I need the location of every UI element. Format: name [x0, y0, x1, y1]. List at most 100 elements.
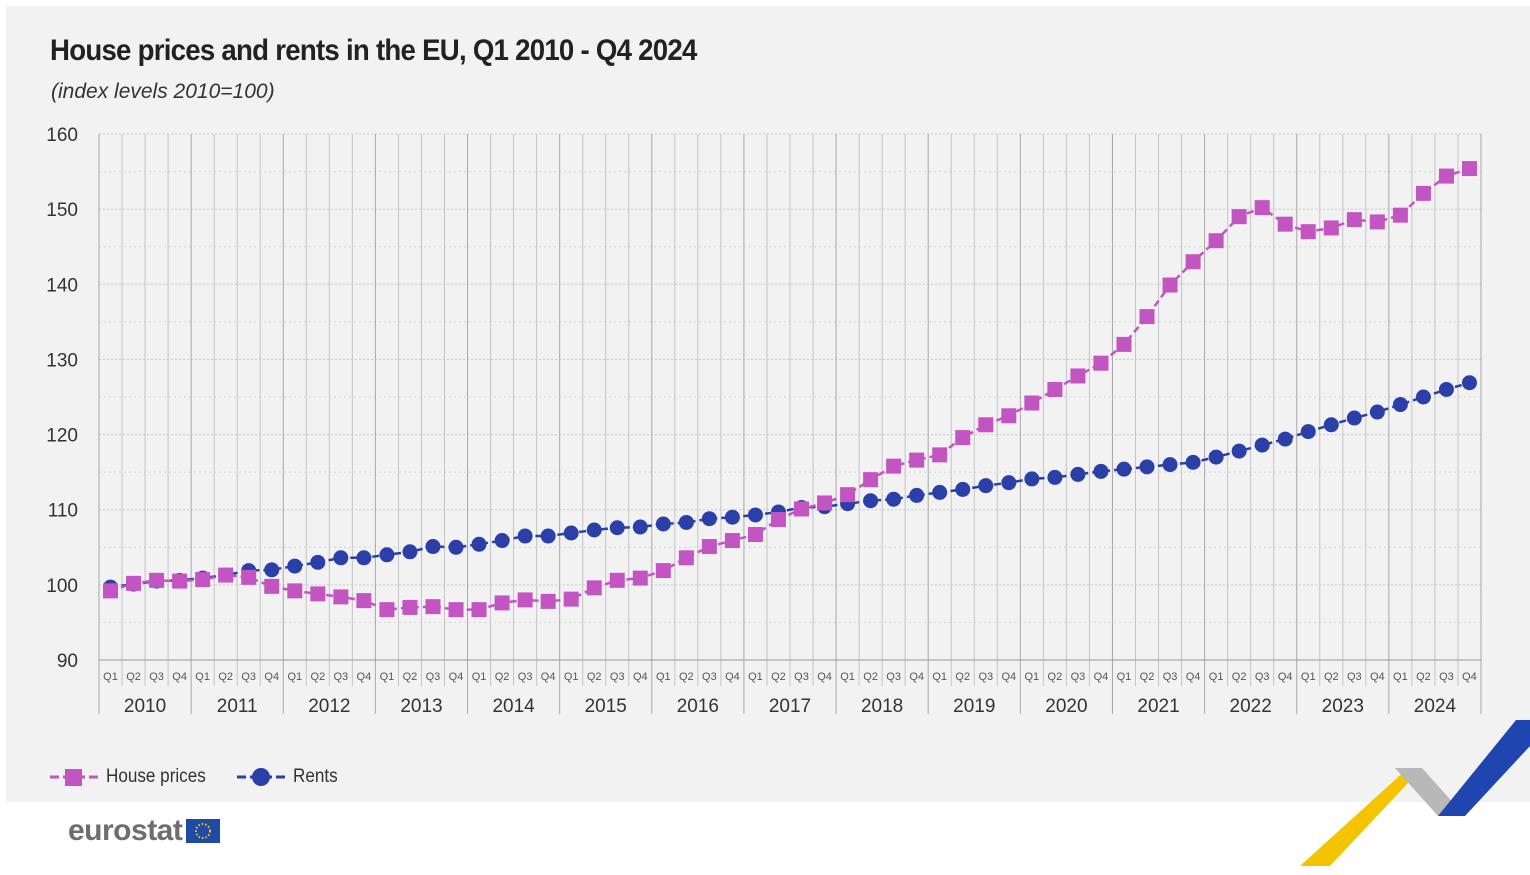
- quarter-label: Q2: [403, 671, 418, 683]
- house-price-point: [794, 501, 810, 517]
- legend-item-house-prices: House prices: [50, 766, 217, 788]
- house-price-point: [1323, 220, 1339, 236]
- quarter-label: Q4: [264, 671, 279, 683]
- quarter-label: Q4: [449, 671, 464, 683]
- y-tick-label: 120: [46, 426, 78, 447]
- rent-point: [1047, 469, 1063, 485]
- rent-point: [747, 507, 763, 523]
- quarter-label: Q3: [149, 671, 164, 683]
- rent-point: [1162, 457, 1178, 473]
- corner-decoration-icon: [1300, 720, 1530, 866]
- legend: House prices Rents: [50, 762, 343, 792]
- quarter-label: Q2: [863, 671, 878, 683]
- house-price-point: [1208, 233, 1224, 249]
- circle-marker-icon: [236, 768, 285, 786]
- house-price-point: [678, 550, 694, 566]
- rent-point: [932, 484, 948, 500]
- house-price-point: [886, 458, 902, 474]
- year-label: 2010: [124, 696, 166, 717]
- rent-point: [655, 516, 671, 532]
- rent-point: [494, 533, 510, 549]
- rent-point: [1231, 443, 1247, 459]
- house-price-point: [1047, 381, 1063, 397]
- house-price-point: [1254, 200, 1270, 216]
- quarter-label: Q1: [1393, 671, 1408, 683]
- year-label: 2013: [400, 696, 442, 717]
- house-price-point: [149, 572, 165, 588]
- house-price-point: [333, 589, 349, 605]
- quarter-label: Q1: [472, 671, 487, 683]
- house-price-point: [126, 575, 142, 591]
- rent-point: [1392, 397, 1408, 413]
- rent-point: [978, 478, 994, 494]
- quarter-label: Q4: [1186, 671, 1201, 683]
- quarter-label: Q1: [1025, 671, 1040, 683]
- quarter-label: Q2: [955, 671, 970, 683]
- rent-point: [1438, 381, 1454, 397]
- rent-point: [1208, 449, 1224, 465]
- house-price-point: [817, 495, 833, 511]
- quarter-label: Q2: [1232, 671, 1247, 683]
- quarter-label: Q1: [287, 671, 302, 683]
- quarter-label: Q3: [610, 671, 625, 683]
- house-price-point: [310, 586, 326, 602]
- house-price-point: [494, 595, 510, 611]
- rent-point: [287, 558, 303, 574]
- house-price-point: [448, 602, 464, 618]
- year-label: 2018: [861, 696, 903, 717]
- quarter-label: Q4: [1001, 671, 1016, 683]
- rent-point: [1254, 437, 1270, 453]
- rent-point: [678, 514, 694, 530]
- quarter-label: Q1: [840, 671, 855, 683]
- rent-point: [1070, 466, 1086, 482]
- quarter-label: Q4: [172, 671, 187, 683]
- y-tick-label: 140: [46, 275, 78, 296]
- quarter-label: Q2: [126, 671, 141, 683]
- quarter-label: Q1: [1117, 671, 1132, 683]
- rent-point: [1024, 471, 1040, 487]
- quarter-label: Q1: [564, 671, 579, 683]
- house-price-point: [586, 580, 602, 596]
- house-price-point: [379, 602, 395, 618]
- year-label: 2024: [1414, 696, 1457, 717]
- quarter-label: Q2: [1140, 671, 1155, 683]
- quarter-label: Q4: [357, 671, 372, 683]
- house-price-point: [701, 539, 717, 555]
- rent-point: [1346, 410, 1362, 426]
- house-price-point: [1070, 368, 1086, 384]
- quarter-label: Q3: [978, 671, 993, 683]
- chart-title: House prices and rents in the EU, Q1 201…: [50, 34, 697, 67]
- quarter-label: Q2: [1324, 671, 1339, 683]
- rent-point: [909, 487, 925, 503]
- rent-point: [701, 511, 717, 527]
- year-label: 2011: [217, 696, 258, 717]
- rent-point: [1300, 424, 1316, 440]
- rent-point: [586, 522, 602, 538]
- rent-point: [955, 481, 971, 497]
- house-price-point: [1093, 355, 1109, 371]
- quarter-label: Q2: [587, 671, 602, 683]
- square-marker-icon: [50, 769, 98, 786]
- house-price-point: [1300, 224, 1316, 240]
- quarter-label: Q1: [932, 671, 947, 683]
- house-price-point: [1001, 408, 1017, 424]
- y-tick-label: 160: [46, 125, 78, 146]
- house-price-point: [1139, 309, 1155, 325]
- house-price-point: [724, 533, 740, 549]
- rent-point: [609, 520, 625, 536]
- house-price-point: [287, 583, 303, 599]
- year-label: 2021: [1137, 696, 1179, 717]
- quarter-label: Q4: [1370, 671, 1385, 683]
- quarter-label: Q3: [334, 671, 349, 683]
- quarter-label: Q1: [380, 671, 395, 683]
- rent-point: [1093, 463, 1109, 479]
- quarter-label: Q3: [426, 671, 441, 683]
- house-price-point: [1392, 207, 1408, 223]
- house-price-point: [356, 593, 372, 609]
- house-price-point: [1277, 216, 1293, 232]
- rent-point: [402, 544, 418, 560]
- rent-point: [1001, 475, 1017, 491]
- quarter-label: Q3: [886, 671, 901, 683]
- quarter-label: Q4: [1094, 671, 1109, 683]
